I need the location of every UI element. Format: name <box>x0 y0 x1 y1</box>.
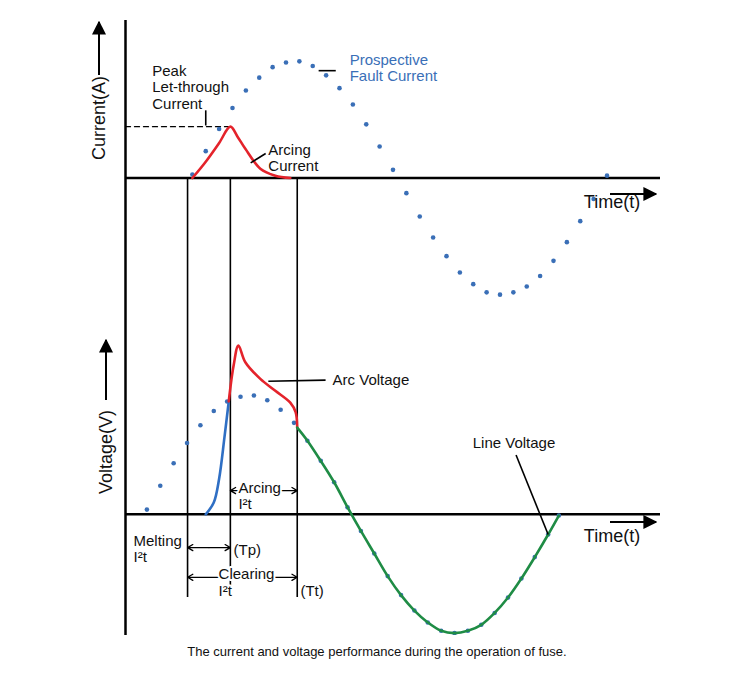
html-text:The current and voltage perfor: The current and voltage performance duri… <box>187 644 567 659</box>
svg-text:Line Voltage: Line Voltage <box>473 434 556 451</box>
svg-text:ArcingI²t: ArcingI²t <box>238 479 281 513</box>
svg-text:Time(t): Time(t) <box>584 526 640 546</box>
svg-text:Current(A): Current(A) <box>89 76 109 160</box>
svg-text:Arc Voltage: Arc Voltage <box>333 371 410 388</box>
svg-text:(Tp): (Tp) <box>234 541 262 558</box>
svg-text:ProspectiveFault Current: ProspectiveFault Current <box>350 51 438 85</box>
svg-text:ClearingI²t: ClearingI²t <box>219 565 275 599</box>
svg-text:Time(t): Time(t) <box>583 192 641 212</box>
svg-text:PeakLet-throughCurrent: PeakLet-throughCurrent <box>152 62 229 112</box>
svg-text:Voltage(V): Voltage(V) <box>96 410 116 494</box>
svg-text:ArcingCurrent: ArcingCurrent <box>268 141 319 175</box>
svg-text:(Tt): (Tt) <box>300 582 323 599</box>
svg-text:MeltingI²t: MeltingI²t <box>134 532 182 566</box>
